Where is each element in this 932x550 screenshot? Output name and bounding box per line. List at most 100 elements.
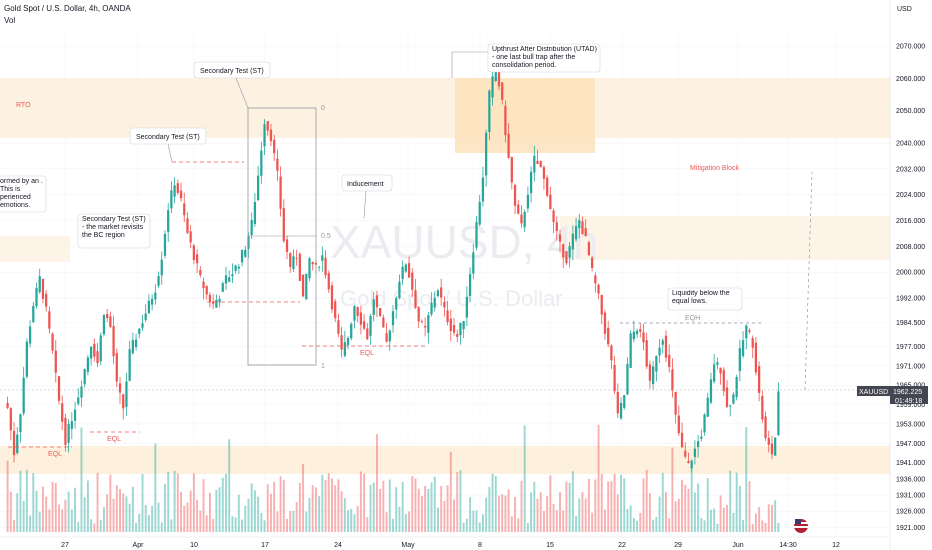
volume-bar — [266, 484, 269, 532]
volume-bar — [684, 484, 687, 532]
candle-body — [173, 185, 176, 197]
candle-body — [353, 306, 356, 321]
volume-bar — [77, 521, 80, 532]
y-tick-label: 1977.000 — [896, 344, 925, 351]
candle-body — [215, 299, 218, 308]
x-tick-label: 29 — [674, 542, 682, 549]
candle-body — [199, 270, 202, 275]
volume-bar — [109, 474, 112, 532]
volume-bar — [192, 473, 195, 532]
volume-bar — [652, 519, 655, 532]
candle-body — [366, 328, 369, 340]
callout-inducement: Inducement — [347, 181, 384, 188]
candle-body — [716, 362, 719, 365]
candle-body — [536, 160, 539, 164]
volume-bar — [446, 485, 449, 532]
time-axis[interactable]: 27 Apr 10 17 24 May 8 15 22 29 Jun 14:30 12 — [0, 536, 890, 549]
candle-body — [141, 323, 144, 328]
candle-body — [102, 314, 106, 335]
volume-bar — [735, 472, 738, 532]
volume-bar — [716, 523, 719, 532]
volume-bar — [491, 473, 494, 532]
volume-bar — [263, 520, 266, 532]
volume-bar — [559, 492, 561, 532]
candle-body — [706, 397, 709, 417]
volume-bar — [337, 479, 340, 532]
us-flag-icon[interactable] — [794, 519, 808, 533]
candle-body — [684, 450, 687, 457]
candle-body — [725, 387, 729, 407]
candle-body — [375, 295, 379, 308]
candle-body — [475, 222, 478, 248]
candle-body — [485, 132, 488, 176]
volume-bar — [58, 504, 60, 532]
volume-bar — [106, 494, 109, 532]
volume-bar — [616, 494, 619, 532]
candle-body — [41, 278, 45, 299]
price-marker-symbol: XAUUSD — [859, 389, 888, 396]
candle-body — [93, 343, 96, 357]
candle-body — [732, 394, 735, 404]
callouts[interactable]: Secondary Test (ST) Secondary Test (ST) … — [0, 43, 743, 311]
volume-bar — [510, 516, 513, 532]
volume-bar — [350, 508, 353, 532]
volume-bar — [478, 522, 481, 532]
volume-bar — [327, 473, 330, 532]
price-axis[interactable]: USD 2070.000 2060.000 2050.000 2040.000 2032… — [889, 0, 932, 550]
candle-body — [295, 257, 298, 259]
volume-bar — [366, 517, 369, 532]
candle-body — [722, 369, 725, 392]
volume-bar — [138, 513, 141, 532]
candle-body — [433, 297, 436, 308]
volume-bar — [340, 491, 343, 532]
candle-body — [417, 307, 420, 322]
fib-retracement[interactable]: 0 0.5 1 — [247, 105, 331, 370]
candle-body — [99, 335, 102, 362]
volume-bar — [552, 503, 555, 532]
volume-bar — [45, 496, 48, 532]
candle-body — [263, 124, 266, 147]
candle-body — [32, 305, 35, 323]
candle-body — [305, 273, 308, 300]
candle-body — [256, 175, 260, 200]
volume-bar — [208, 492, 211, 532]
candle-body — [391, 311, 395, 326]
candle-body — [6, 402, 9, 408]
volume-bar — [302, 463, 305, 532]
candle-body — [581, 221, 584, 235]
candle-body — [19, 414, 22, 433]
volume-bar — [610, 481, 613, 532]
volume-bar — [771, 504, 773, 532]
x-tick-label: 8 — [478, 542, 482, 549]
volume-bar — [41, 486, 44, 532]
candle-body — [147, 300, 151, 314]
y-tick-label: 2050.000 — [896, 108, 925, 115]
price-marker-price: 1962.225 — [893, 389, 922, 396]
volume-bar — [61, 509, 64, 532]
volume-bar — [74, 487, 77, 532]
volume-bar — [472, 510, 475, 532]
volume-bar — [754, 513, 757, 532]
candle-body — [183, 203, 186, 216]
candle-body — [504, 105, 507, 136]
candle-body — [462, 321, 465, 330]
candle-body — [607, 327, 610, 345]
volume-bar — [128, 503, 131, 532]
x-tick-label: 12 — [832, 542, 840, 549]
volume-bar — [645, 469, 648, 532]
volume-bar — [115, 485, 118, 532]
candle-body — [777, 391, 780, 436]
volume-bar — [202, 479, 205, 532]
candle-body — [276, 158, 279, 171]
volume-bar — [687, 488, 690, 532]
y-tick-label: 1941.000 — [896, 460, 925, 467]
candle-body — [513, 184, 517, 206]
volume-bar — [517, 518, 520, 532]
candle-body — [224, 275, 228, 284]
candle-body — [481, 177, 485, 202]
candle-body — [282, 208, 285, 242]
candle-body — [497, 67, 501, 87]
volume-bar — [292, 510, 295, 532]
candle-body — [369, 315, 372, 336]
